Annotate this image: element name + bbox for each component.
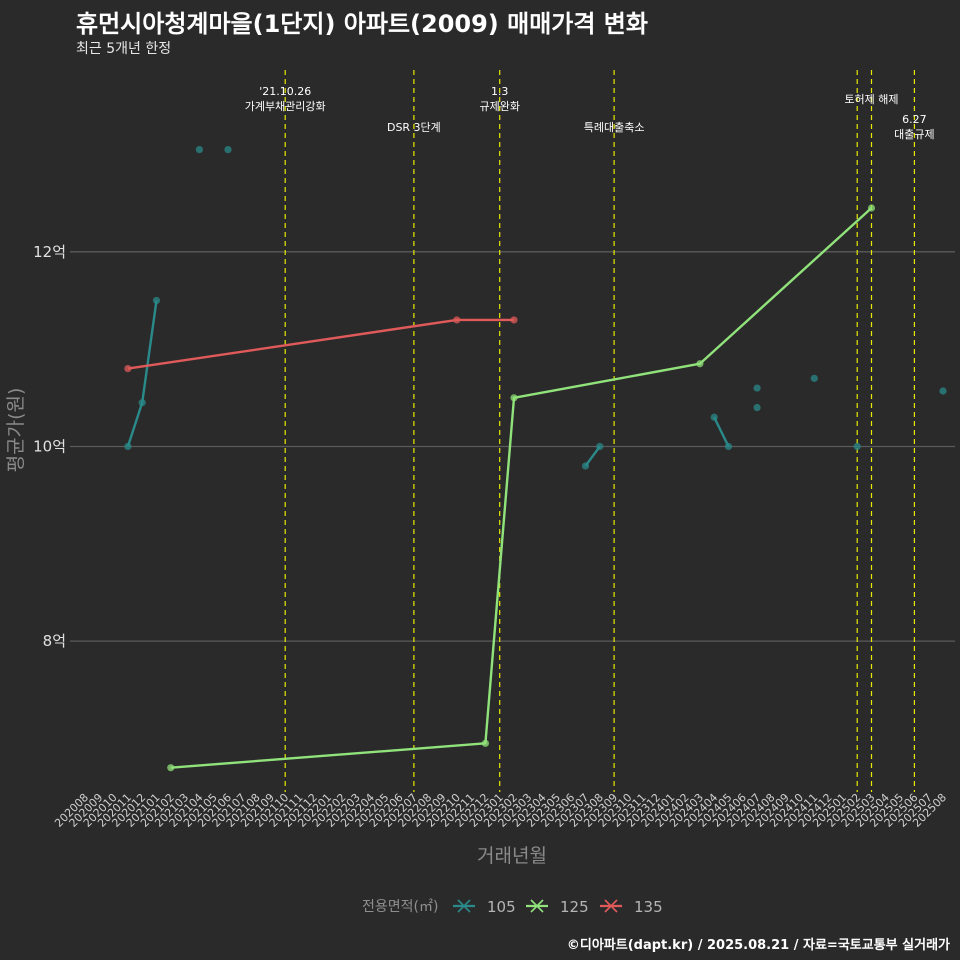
data-point-105 <box>581 462 590 470</box>
policy-annotation: '21.10.26 가계부채관리강화 <box>245 85 326 113</box>
data-point-105 <box>124 442 132 451</box>
legend-label: 135 <box>634 898 663 916</box>
legend-title: 전용면적(㎡) <box>362 899 438 915</box>
data-point-105 <box>195 146 203 154</box>
series-layer <box>124 146 947 772</box>
data-point-105 <box>753 403 761 412</box>
data-point-125 <box>481 739 489 747</box>
series-105 <box>124 146 947 470</box>
data-point-125 <box>510 394 518 402</box>
chart-subtitle: 최근 5개년 한정 <box>76 41 172 57</box>
policy-annotation: 특례대출축소 <box>584 121 645 134</box>
policy-annotation: 1.3 규제완화 <box>479 85 519 113</box>
data-point-135 <box>453 316 461 324</box>
x-axis-ticks: 2020082020092020102020112020122021012021… <box>52 791 949 830</box>
data-point-105 <box>724 442 733 451</box>
data-point-105 <box>152 296 161 305</box>
legend-item-125: 125 <box>526 898 589 916</box>
series-line-105 <box>126 300 158 447</box>
y-axis-title: 평균가(원) <box>5 388 27 473</box>
legend-label: 105 <box>487 898 516 916</box>
chart-title: 휴먼시아청계마을(1단지) 아파트(2009) 매매가격 변화 <box>76 10 648 38</box>
legend-label: 125 <box>560 898 589 916</box>
series-line-125 <box>170 207 873 769</box>
legend-key-mark <box>457 899 471 913</box>
series-135 <box>124 316 518 373</box>
x-axis-title: 거래년월 <box>477 845 547 867</box>
y-tick-label: 8억 <box>43 632 66 650</box>
legend: 전용면적(㎡) 105 125 135 <box>362 898 663 916</box>
legend-item-135: 135 <box>600 898 663 916</box>
data-point-125 <box>167 764 175 772</box>
series-line-135 <box>127 318 514 370</box>
data-point-125 <box>696 360 704 368</box>
y-tick-label: 10억 <box>33 437 66 455</box>
series-line-105 <box>584 445 601 467</box>
data-point-135 <box>124 365 132 373</box>
policy-annotation: 6.27 대출규제 <box>894 113 934 141</box>
y-tick-label: 12억 <box>33 243 66 261</box>
data-point-105 <box>853 442 861 451</box>
grid-lines <box>70 251 955 642</box>
data-point-105 <box>939 387 947 395</box>
legend-item-105: 105 <box>453 898 516 916</box>
policy-annotation: DSR 3단계 <box>387 121 441 134</box>
data-point-105 <box>753 384 761 392</box>
legend-key-mark <box>604 899 618 913</box>
data-point-105 <box>710 413 718 421</box>
data-point-105 <box>224 146 232 154</box>
legend-key-mark <box>530 899 544 913</box>
data-point-105 <box>810 374 818 382</box>
source-caption: ©디아파트(dapt.kr) / 2025.08.21 / 자료=국토교통부 실… <box>566 938 950 953</box>
y-axis-ticks: 8억 10억 12억 <box>33 243 66 650</box>
data-point-135 <box>510 316 518 324</box>
data-point-125 <box>867 204 876 212</box>
policy-annotation: 토허제 해제 <box>844 92 898 106</box>
series-125 <box>167 204 876 772</box>
data-point-105 <box>596 442 604 451</box>
data-point-105 <box>138 399 146 407</box>
series-line-105 <box>713 416 730 447</box>
